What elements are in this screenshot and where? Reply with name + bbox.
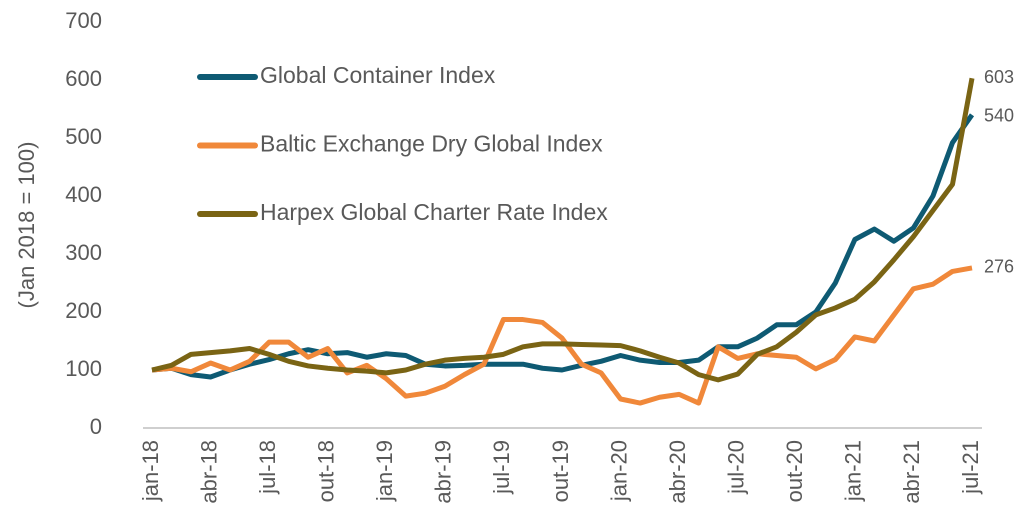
y-tick-label: 300 (65, 240, 102, 265)
legend-label: Global Container Index (260, 62, 496, 88)
data-label: 603 (984, 67, 1014, 87)
y-tick-label: 500 (65, 124, 102, 149)
y-tick-label: 600 (65, 66, 102, 91)
x-tick-label: abr-21 (899, 440, 924, 504)
x-tick-label: out-18 (314, 440, 339, 502)
data-label: 276 (984, 257, 1014, 277)
y-axis-title: (Jan 2018 = 100) (14, 142, 39, 309)
legend-label: Baltic Exchange Dry Global Index (260, 131, 603, 157)
series-line (151, 113, 975, 380)
x-tick-label: jan-21 (841, 440, 866, 502)
y-tick-label: 400 (65, 182, 102, 207)
legend-label: Harpex Global Charter Rate Index (260, 199, 608, 225)
y-tick-label: 0 (90, 414, 102, 439)
x-tick-label: jan-19 (372, 440, 397, 502)
x-tick-label: out-19 (548, 440, 573, 502)
x-tick-label: jul-18 (255, 440, 280, 495)
x-tick-label: abr-19 (431, 440, 456, 504)
x-tick-label: jul-20 (724, 440, 749, 495)
x-tick-label: jul-19 (489, 440, 514, 495)
y-tick-label: 700 (65, 8, 102, 33)
series-line (151, 265, 973, 406)
y-tick-label: 100 (65, 356, 102, 381)
x-tick-label: abr-18 (196, 440, 221, 504)
series-line (151, 77, 975, 383)
x-tick-label: jan-18 (138, 440, 163, 502)
y-tick-label: 200 (65, 298, 102, 323)
x-tick-label: abr-20 (665, 440, 690, 504)
x-tick-label: jul-21 (958, 440, 983, 495)
x-tick-label: jan-20 (606, 440, 631, 502)
x-tick-label: out-20 (782, 440, 807, 502)
data-label: 540 (984, 106, 1014, 126)
